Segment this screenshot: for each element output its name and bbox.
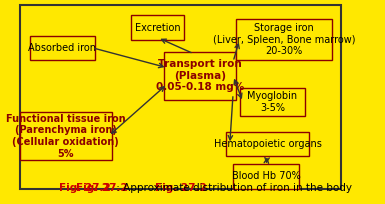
FancyBboxPatch shape — [20, 6, 341, 188]
FancyBboxPatch shape — [239, 88, 305, 116]
Text: Myoglobin
3-5%: Myoglobin 3-5% — [248, 91, 298, 113]
FancyBboxPatch shape — [20, 112, 112, 160]
Text: Blood Hb 70%: Blood Hb 70% — [231, 171, 300, 181]
Text: Hematopoietic organs: Hematopoietic organs — [214, 139, 321, 149]
Text: Storage iron
(Liver, Spleen, Bone marrow)
20-30%: Storage iron (Liver, Spleen, Bone marrow… — [213, 23, 355, 56]
Text: Fig. 27.2: Fig. 27.2 — [75, 183, 127, 193]
FancyBboxPatch shape — [226, 132, 308, 156]
Text: : Approximate distribution of iron in the body: : Approximate distribution of iron in th… — [113, 183, 352, 193]
Text: Absorbed iron: Absorbed iron — [28, 43, 96, 53]
Text: Fig. 27.2: Fig. 27.2 — [59, 183, 111, 193]
FancyBboxPatch shape — [30, 35, 95, 60]
Text: Functional tissue iron
(Parenchyma iron)
(Cellular oxidation)
5%: Functional tissue iron (Parenchyma iron)… — [6, 114, 126, 159]
FancyBboxPatch shape — [233, 164, 299, 188]
Text: Excretion: Excretion — [135, 23, 181, 33]
Text: Transport iron
(Plasma)
0.05-0.18 mg%: Transport iron (Plasma) 0.05-0.18 mg% — [156, 59, 244, 92]
FancyBboxPatch shape — [236, 20, 331, 60]
FancyBboxPatch shape — [164, 52, 236, 100]
Text: Fig. 27.2 : Approximate distribution of iron in the body: Fig. 27.2 : Approximate distribution of … — [75, 183, 359, 193]
Text: Fig. 27.2 : Approximate distribution of iron in the body: Fig. 27.2 : Approximate distribution of … — [39, 183, 322, 193]
Text: Fig. 27.2: Fig. 27.2 — [155, 183, 206, 193]
FancyBboxPatch shape — [131, 16, 184, 40]
